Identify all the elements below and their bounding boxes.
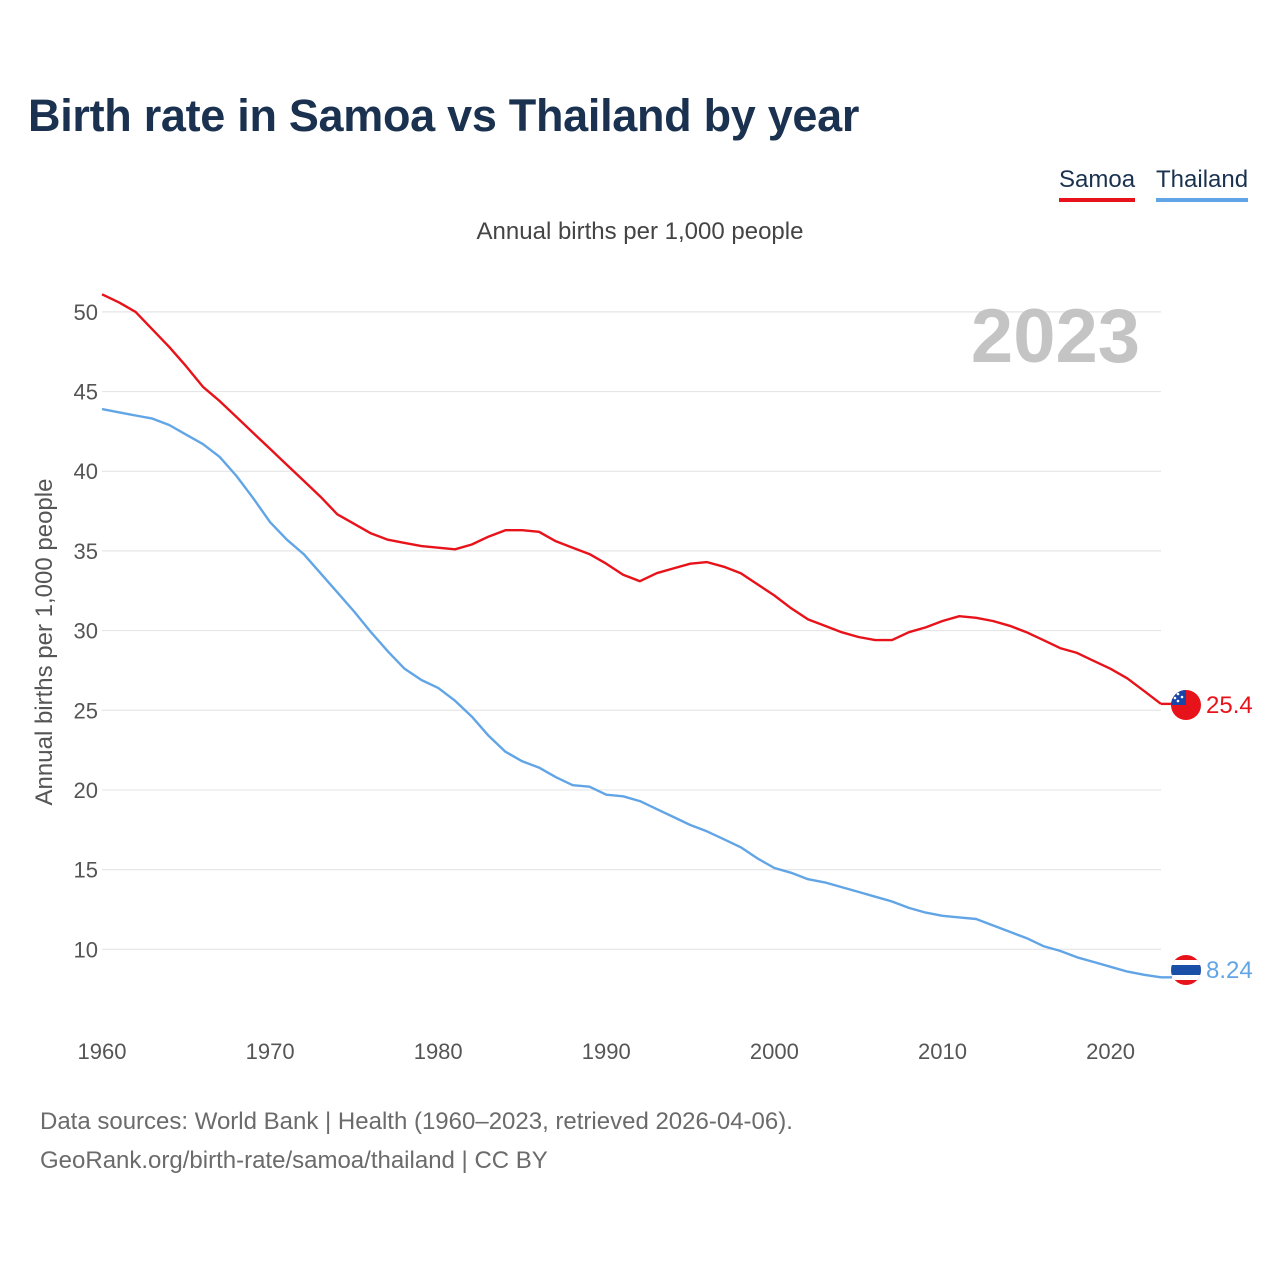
series-line-thailand[interactable] [101,407,1162,979]
y-axis-ticks: 10 15 20 25 30 35 40 45 50 [74,300,98,962]
chart-subtitle: Annual births per 1,000 people [476,218,804,245]
samoa-flag-icon [1171,690,1201,720]
legend-item-thailand[interactable]: Thailand [1156,166,1249,202]
grid-lines [102,311,1161,950]
legend-item-samoa[interactable]: Samoa [1059,166,1136,202]
y-tick-label: 35 [74,539,98,564]
y-tick-label: 15 [74,858,98,883]
y-tick-label: 30 [74,619,98,644]
y-tick-label: 45 [74,380,98,405]
x-tick-label: 1960 [78,1039,127,1064]
y-tick-label: 40 [74,459,98,484]
x-axis-ticks: 1960 1970 1980 1990 2000 2010 2020 [78,1039,1136,1064]
series-lines [101,293,1172,979]
thailand-flag-icon [1171,955,1201,985]
y-axis-title: Annual births per 1,000 people [31,479,58,806]
year-watermark: 2023 [971,294,1140,379]
y-tick-label: 50 [74,300,98,325]
y-tick-label: 25 [74,698,98,723]
source-url[interactable]: GeoRank.org/birth-rate/samoa/thailand | … [40,1147,548,1174]
y-tick-label: 10 [74,937,98,962]
x-tick-label: 2010 [918,1039,967,1064]
x-tick-label: 2020 [1086,1039,1135,1064]
chart-title: Birth rate in Samoa vs Thailand by year [28,90,860,141]
x-tick-label: 1980 [414,1039,463,1064]
x-tick-label: 1990 [582,1039,631,1064]
series-line-samoa[interactable] [101,293,1162,705]
x-tick-label: 2000 [750,1039,799,1064]
y-tick-label: 20 [74,778,98,803]
x-tick-label: 1970 [246,1039,295,1064]
thailand-end-label: 8.24 [1206,957,1253,984]
source-note: Data sources: World Bank | Health (1960–… [40,1108,793,1135]
samoa-end-label: 25.4 [1206,692,1253,719]
